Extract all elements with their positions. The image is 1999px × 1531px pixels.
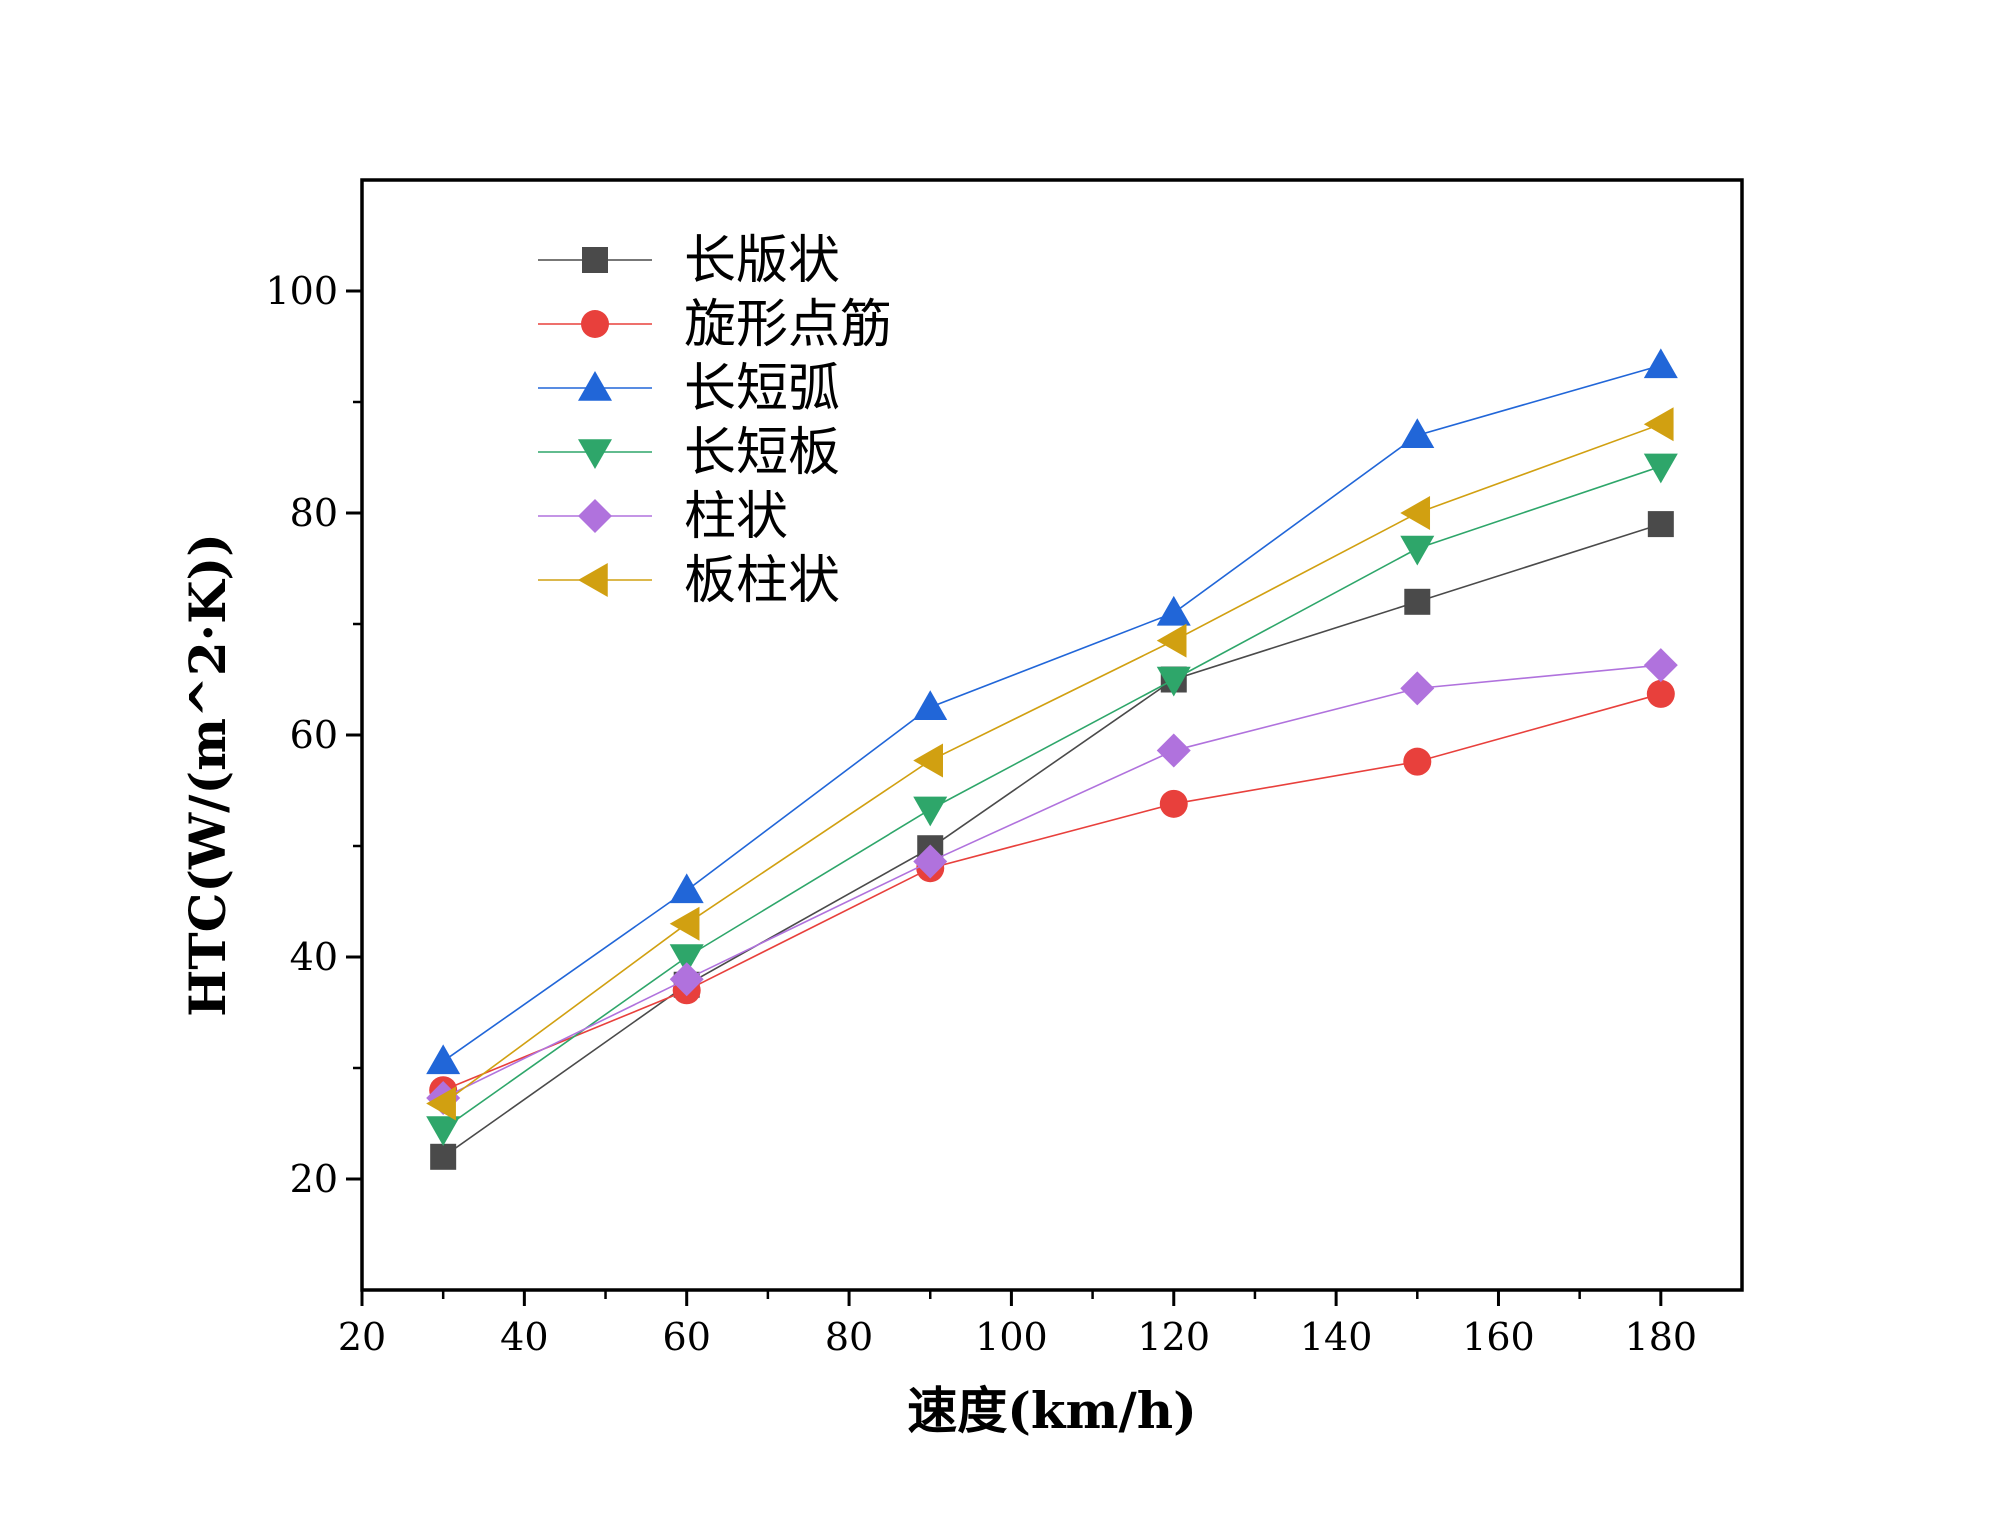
data-point	[669, 906, 700, 941]
legend-marker	[578, 371, 612, 401]
data-point	[913, 690, 948, 720]
legend-label: 长短弧	[684, 359, 840, 419]
legend-item: 长版状	[538, 231, 840, 291]
data-point	[913, 796, 948, 827]
y-tick-label: 20	[290, 1157, 338, 1201]
data-point	[426, 1116, 461, 1147]
x-tick-label: 20	[338, 1315, 386, 1359]
data-point	[669, 962, 704, 997]
data-point	[1400, 671, 1435, 706]
series-line	[442, 693, 1662, 1091]
series-line	[442, 664, 1661, 1099]
x-tick-label: 140	[1300, 1315, 1373, 1359]
data-point	[913, 743, 943, 778]
data-point	[669, 944, 704, 974]
data-point	[1403, 747, 1432, 776]
data-point	[1643, 407, 1674, 442]
data-point	[1643, 453, 1678, 484]
data-point	[669, 873, 704, 904]
legend-marker	[582, 247, 608, 273]
data-point	[1643, 348, 1678, 379]
x-tick-label: 180	[1625, 1315, 1698, 1359]
data-point	[1159, 789, 1188, 818]
legend-marker	[581, 310, 609, 338]
legend-label: 旋形点筋	[684, 295, 892, 355]
data-point	[1643, 648, 1678, 683]
data-point	[430, 1143, 457, 1170]
series-3	[426, 348, 1678, 1075]
legend-marker	[578, 439, 612, 469]
series-line	[442, 523, 1662, 1158]
y-tick-label: 80	[290, 491, 338, 535]
data-point	[1156, 595, 1191, 626]
data-point	[426, 1086, 456, 1121]
axis-ticks: 20 40 60 80 100 120 140 160 180 20 40 60 80 100	[265, 269, 1697, 1359]
y-tick-label: 100	[265, 269, 338, 313]
data-point	[1647, 511, 1674, 538]
chart-marks	[426, 348, 1678, 1170]
data-point	[1400, 418, 1435, 449]
x-tick-label: 60	[663, 1315, 711, 1359]
data-point	[1400, 496, 1431, 530]
legend-marker	[578, 499, 612, 533]
data-point	[1646, 679, 1675, 708]
data-point	[426, 1044, 461, 1075]
data-point	[1156, 666, 1191, 697]
data-point	[1156, 733, 1191, 768]
y-tick-label: 40	[290, 935, 338, 979]
legend-label: 长短板	[684, 423, 840, 483]
x-tick-label: 120	[1137, 1315, 1210, 1359]
legend-item: 柱状	[538, 487, 788, 547]
y-axis-title: HTC(W/(m^2·K))	[178, 533, 237, 1017]
legend-item: 旋形点筋	[538, 295, 892, 355]
legend-label: 柱状	[684, 487, 788, 547]
y-tick-label: 60	[290, 713, 338, 757]
series-line	[442, 364, 1662, 1062]
x-tick-label: 100	[975, 1315, 1048, 1359]
legend-item: 长短弧	[538, 359, 840, 419]
series-6	[426, 407, 1674, 1121]
x-axis-title: 速度(km/h)	[907, 1381, 1196, 1440]
data-point	[1404, 588, 1431, 615]
data-point	[913, 844, 948, 879]
x-tick-label: 160	[1462, 1315, 1535, 1359]
series-line	[442, 423, 1662, 1105]
legend-label: 长版状	[684, 231, 840, 291]
legend-item: 长短板	[538, 423, 840, 483]
legend-marker	[578, 563, 608, 597]
data-point	[1156, 623, 1187, 658]
series-line	[442, 465, 1662, 1130]
data-point	[1400, 535, 1435, 566]
series-4	[426, 453, 1678, 1147]
legend-item: 板柱状	[538, 551, 840, 611]
x-tick-label: 80	[825, 1315, 873, 1359]
legend-label: 板柱状	[684, 551, 840, 611]
x-tick-label: 40	[500, 1315, 548, 1359]
